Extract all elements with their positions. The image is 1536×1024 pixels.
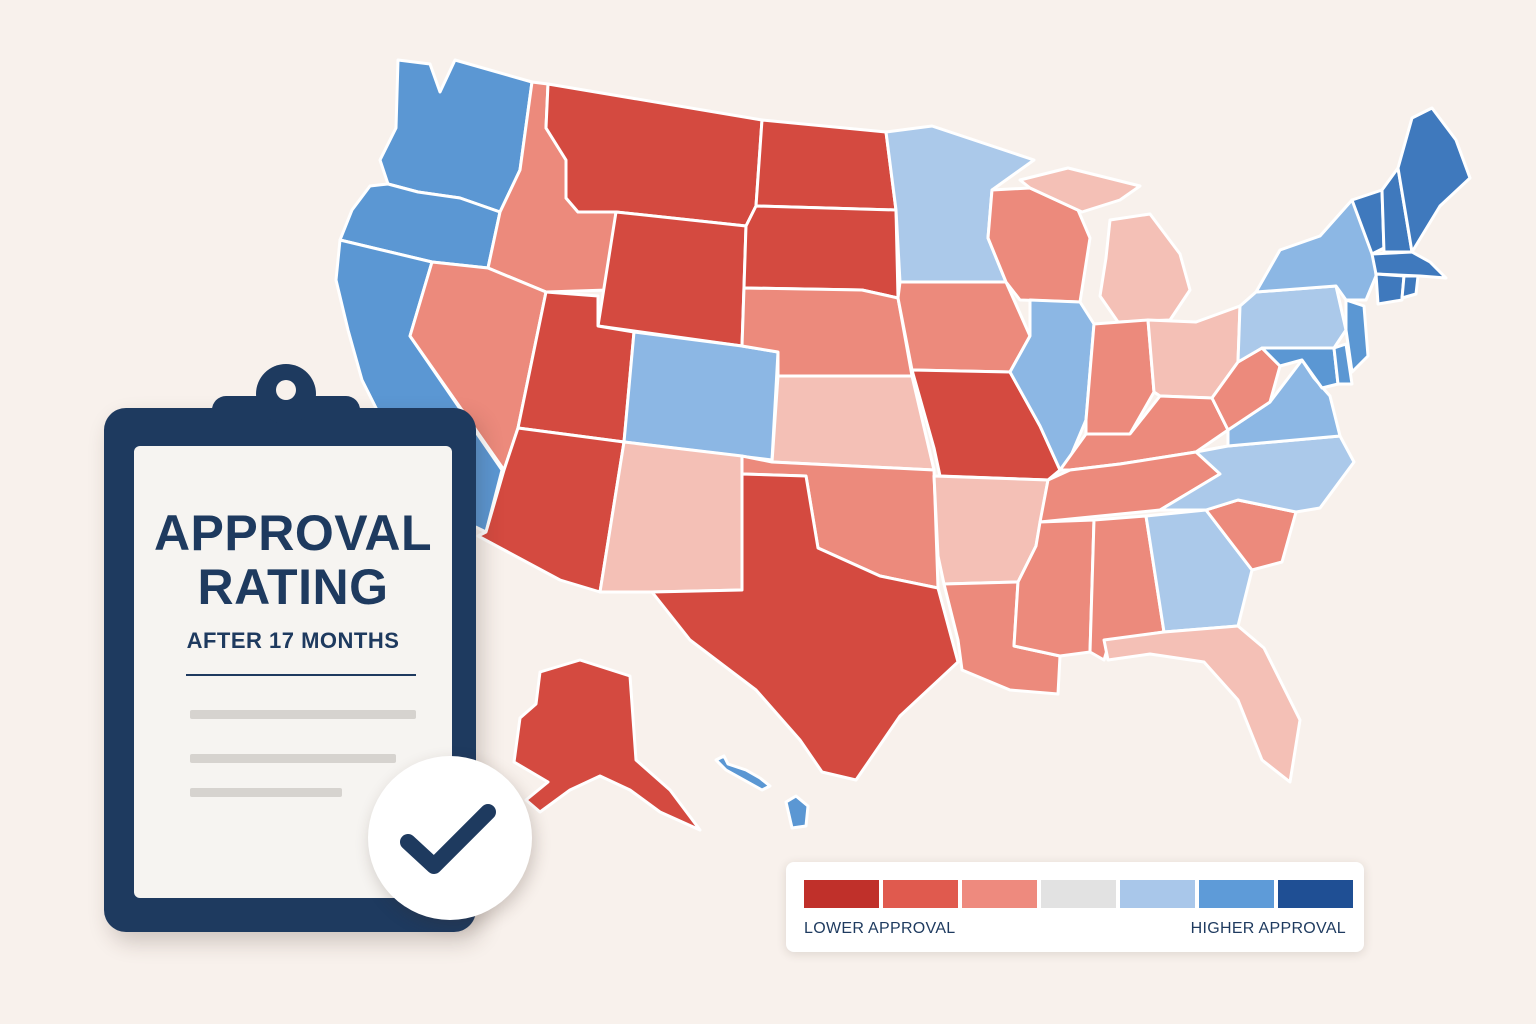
legend-swatch-high: [1199, 880, 1274, 908]
legend-color-scale: [804, 880, 1353, 908]
checkmark-icon: [400, 804, 496, 874]
state-alaska[interactable]: [512, 658, 702, 832]
state-montana[interactable]: [544, 82, 764, 228]
clipboard-clip-ring: [256, 364, 316, 424]
legend-low-label: LOWER APPROVAL: [804, 920, 956, 937]
legend-swatch-lean-low: [962, 880, 1037, 908]
state-michigan[interactable]: [1018, 166, 1142, 214]
state-connecticut[interactable]: [1374, 272, 1406, 306]
subtitle: AFTER 17 MONTHS: [186, 628, 400, 653]
paper-divider: [186, 674, 416, 676]
state-colorado[interactable]: [622, 330, 780, 462]
paper-text-line: [190, 754, 396, 763]
title-line-2: RATING: [197, 559, 389, 615]
clipboard-paper: APPROVAL RATING AFTER 17 MONTHS: [134, 446, 452, 898]
state-maine[interactable]: [1396, 106, 1472, 254]
state-north-dakota[interactable]: [754, 118, 898, 212]
state-hawaii-islands[interactable]: [714, 754, 772, 792]
state-wyoming[interactable]: [596, 210, 748, 348]
legend-high-label: HIGHER APPROVAL: [1190, 920, 1346, 937]
legend-swatch-strong-low: [804, 880, 879, 908]
state-delaware[interactable]: [1332, 342, 1354, 386]
legend-swatch-strong-high: [1278, 880, 1353, 908]
paper-text-line: [190, 788, 342, 797]
state-hawaii[interactable]: [784, 794, 810, 830]
state-kansas[interactable]: [770, 374, 936, 472]
map-legend: LOWER APPROVAL HIGHER APPROVAL: [786, 862, 1364, 952]
paper-text-line: [190, 710, 416, 719]
legend-swatch-low: [883, 880, 958, 908]
legend-swatch-lean-high: [1120, 880, 1195, 908]
state-new-jersey[interactable]: [1344, 298, 1370, 374]
title-line-1: APPROVAL: [153, 505, 433, 561]
state-texas[interactable]: [650, 472, 960, 782]
state-michigan-lower[interactable]: [1098, 212, 1192, 324]
state-rhode-island[interactable]: [1400, 274, 1420, 300]
checkmark-badge: [368, 756, 532, 920]
clip-ring-hole: [276, 380, 296, 400]
state-iowa[interactable]: [896, 280, 1032, 374]
legend-swatch-neutral: [1041, 880, 1116, 908]
state-south-dakota[interactable]: [742, 204, 900, 300]
state-florida[interactable]: [1102, 624, 1302, 784]
state-new-mexico[interactable]: [598, 440, 744, 594]
